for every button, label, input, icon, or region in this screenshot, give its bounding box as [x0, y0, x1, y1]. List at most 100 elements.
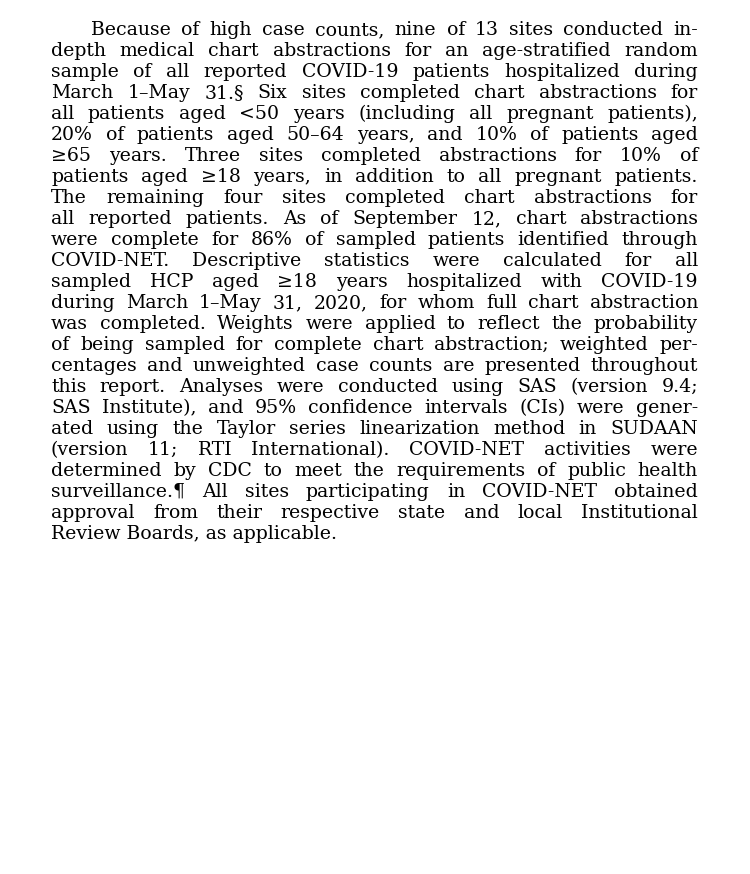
Text: were: were: [650, 441, 698, 459]
Text: all: all: [478, 168, 502, 186]
Text: abstractions: abstractions: [580, 210, 698, 228]
Text: obtained: obtained: [614, 483, 698, 501]
Text: and: and: [427, 126, 463, 144]
Text: for: for: [404, 42, 431, 60]
Text: 11;: 11;: [148, 441, 178, 459]
Text: to: to: [447, 168, 466, 186]
Text: of: of: [446, 21, 465, 39]
Text: for: for: [625, 252, 652, 270]
Text: All: All: [202, 483, 228, 501]
Text: all: all: [51, 210, 74, 228]
Text: all: all: [166, 63, 189, 81]
Text: chart: chart: [209, 42, 259, 60]
Text: being: being: [80, 336, 134, 354]
Text: of: of: [530, 126, 548, 144]
Text: RTI: RTI: [198, 441, 232, 459]
Text: for: for: [574, 147, 602, 165]
Text: ated: ated: [51, 420, 93, 438]
Text: case: case: [262, 21, 305, 39]
Text: 9.4;: 9.4;: [662, 378, 698, 396]
Text: March: March: [51, 84, 113, 102]
Text: COVID-NET: COVID-NET: [410, 441, 524, 459]
Text: state: state: [398, 504, 445, 522]
Text: series: series: [289, 420, 346, 438]
Text: high: high: [210, 21, 252, 39]
Text: ≥65: ≥65: [51, 147, 91, 165]
Text: sampled: sampled: [335, 231, 416, 249]
Text: sites: sites: [259, 147, 303, 165]
Text: are: are: [442, 357, 474, 375]
Text: remaining: remaining: [106, 189, 204, 207]
Text: aged: aged: [651, 126, 698, 144]
Text: statistics: statistics: [324, 252, 410, 270]
Text: years,: years,: [357, 126, 415, 144]
Text: of: of: [134, 63, 152, 81]
Text: September: September: [352, 210, 458, 228]
Text: requirements: requirements: [396, 462, 525, 480]
Text: patients: patients: [413, 63, 490, 81]
Text: 10%: 10%: [476, 126, 518, 144]
Text: probability: probability: [594, 315, 698, 333]
Text: centages: centages: [51, 357, 136, 375]
Text: depth: depth: [51, 42, 106, 60]
Text: counts: counts: [369, 357, 432, 375]
Text: meet: meet: [294, 462, 342, 480]
Text: Descriptive: Descriptive: [192, 252, 302, 270]
Text: and: and: [147, 357, 182, 375]
Text: calculated: calculated: [503, 252, 602, 270]
Text: (version: (version: [51, 441, 128, 459]
Text: years: years: [293, 105, 345, 123]
Text: Three: Three: [184, 147, 241, 165]
Text: aged: aged: [211, 273, 259, 291]
Text: four: four: [223, 189, 262, 207]
Text: were: were: [577, 399, 624, 417]
Text: completed: completed: [360, 84, 460, 102]
Text: were: were: [433, 252, 480, 270]
Text: patients: patients: [428, 231, 506, 249]
Text: chart: chart: [528, 294, 578, 312]
Text: sites: sites: [509, 21, 554, 39]
Text: nine: nine: [394, 21, 436, 39]
Text: throughout: throughout: [591, 357, 698, 375]
Text: completed.: completed.: [100, 315, 206, 333]
Text: 86%: 86%: [251, 231, 292, 249]
Text: to: to: [447, 315, 466, 333]
Text: pregnant: pregnant: [514, 168, 602, 186]
Text: Six: Six: [258, 84, 287, 102]
Text: Because: Because: [92, 21, 171, 39]
Text: during: during: [51, 294, 115, 312]
Text: were: were: [305, 315, 353, 333]
Text: sampled: sampled: [145, 336, 225, 354]
Text: pregnant: pregnant: [506, 105, 593, 123]
Text: conducted: conducted: [563, 21, 663, 39]
Text: full: full: [486, 294, 517, 312]
Text: complete: complete: [111, 231, 199, 249]
Text: patients: patients: [561, 126, 638, 144]
Text: all: all: [675, 252, 698, 270]
Text: applied: applied: [364, 315, 435, 333]
Text: Institute),: Institute),: [102, 399, 196, 417]
Text: reported: reported: [88, 210, 172, 228]
Text: of: of: [680, 147, 698, 165]
Text: 2020,: 2020,: [314, 294, 368, 312]
Text: and: and: [208, 399, 244, 417]
Text: and: and: [464, 504, 500, 522]
Text: Analyses: Analyses: [179, 378, 264, 396]
Text: of: of: [106, 126, 124, 144]
Text: presented: presented: [484, 357, 580, 375]
Text: COVID-19: COVID-19: [602, 273, 698, 291]
Text: Taylor: Taylor: [217, 420, 276, 438]
Text: COVID-NET.: COVID-NET.: [51, 252, 170, 270]
Text: an: an: [446, 42, 469, 60]
Text: case: case: [316, 357, 358, 375]
Text: abstractions: abstractions: [533, 189, 652, 207]
Text: sample: sample: [51, 63, 118, 81]
Text: surveillance.¶: surveillance.¶: [51, 483, 185, 501]
Text: with: with: [541, 273, 583, 291]
Text: patients: patients: [88, 105, 165, 123]
Text: <50: <50: [239, 105, 280, 123]
Text: determined: determined: [51, 462, 161, 480]
Text: from: from: [153, 504, 198, 522]
Text: Weights: Weights: [217, 315, 294, 333]
Text: ≥18: ≥18: [201, 168, 241, 186]
